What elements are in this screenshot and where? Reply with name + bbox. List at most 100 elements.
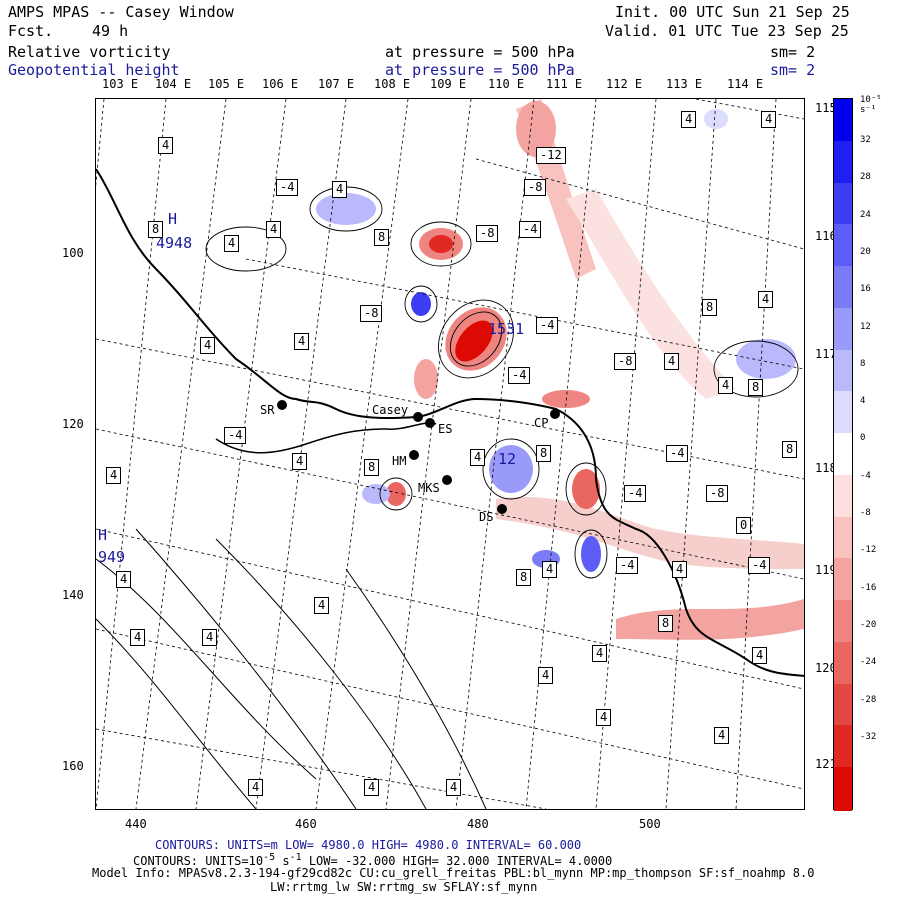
forecast-label: Fcst. xyxy=(8,22,54,40)
contour-value-label: -4 xyxy=(616,557,639,574)
station-dot-mks xyxy=(442,475,452,485)
shading-red-core-6 xyxy=(386,482,406,506)
contour-value-label: 4 xyxy=(538,667,554,684)
footer-line2-prefix: CONTOURS: UNITS=10 xyxy=(133,854,264,868)
colorbar-swatch xyxy=(834,474,852,519)
contour-value-label: 4 xyxy=(542,561,558,578)
contour-value-label: -12 xyxy=(536,147,566,164)
contour-value-label: 4 xyxy=(681,111,697,128)
station-label-es: ES xyxy=(438,422,453,436)
contour-value-label: 4 xyxy=(596,709,612,726)
x-tick-label: 460 xyxy=(295,817,317,831)
footer-line2-sup: -5 xyxy=(263,852,276,863)
contour-value-label: 4 xyxy=(714,727,730,744)
contour-value-label: 4 xyxy=(446,779,462,796)
colorbar-label: -4 xyxy=(860,470,871,481)
contour-value-label: 4 xyxy=(248,779,264,796)
field-1-level: at pressure = 500 hPa xyxy=(385,43,575,61)
colorbar-label: 32 xyxy=(860,135,871,145)
station-dots xyxy=(277,400,560,514)
station-label-mks: MKS xyxy=(418,481,440,495)
station-dot-ds xyxy=(497,504,507,514)
shading-blue-core-8 xyxy=(704,109,728,129)
lon-top-label: 104 E xyxy=(155,77,192,91)
colorbar-swatch xyxy=(834,516,852,561)
y-tick-label: 120 xyxy=(62,417,84,431)
contour-value-label: -4 xyxy=(536,317,559,334)
contour-value-label: 4 xyxy=(314,597,330,614)
shading-blue-core-7 xyxy=(362,484,390,504)
shading-blue-core-2 xyxy=(489,445,533,493)
shading-red-core-4 xyxy=(542,390,590,408)
contour-value-label: 4 xyxy=(106,467,122,484)
high-mark-2: H xyxy=(98,526,108,544)
station-dot-cp xyxy=(550,409,560,419)
colorbar-swatch xyxy=(834,307,852,352)
colorbar-label: -32 xyxy=(860,731,877,742)
x-tick-label: 500 xyxy=(639,817,661,831)
colorbar-swatch xyxy=(834,391,852,436)
colorbar-label: 16 xyxy=(860,284,871,295)
contour-value-label: 4 xyxy=(266,221,282,238)
footer-line2-rest: LOW= -32.000 HIGH= 32.000 INTERVAL= 4.00… xyxy=(301,854,613,868)
footer-line2-mid: s xyxy=(275,854,290,868)
colorbar-swatch xyxy=(834,433,852,477)
colorbar-unit: 10⁻⁵ s⁻¹ xyxy=(860,95,882,115)
station-label-hm: HM xyxy=(392,454,407,468)
lon-top-label: 114 E xyxy=(727,77,764,91)
colorbar-label: 8 xyxy=(860,358,866,369)
contour-value-label: -8 xyxy=(524,179,547,196)
contour-value-label: -4 xyxy=(519,221,542,238)
contour-value-label: 4 xyxy=(332,181,348,198)
footer-model-info: Model Info: MPASv8.2.3-194-gf29cd82c CU:… xyxy=(92,866,815,880)
shading-red-core-2-inner xyxy=(455,320,493,362)
contour-value-label: 4 xyxy=(130,629,146,646)
station-dot-sr xyxy=(277,400,287,410)
contour-value-label: 8 xyxy=(702,299,718,316)
contour-value-label: -8 xyxy=(614,353,637,370)
contour-value-label: -4 xyxy=(508,367,531,384)
contour-value-label: 8 xyxy=(748,379,764,396)
contour-value-label: 8 xyxy=(148,221,164,238)
colorbar xyxy=(833,98,853,812)
lon-top-label: 110 E xyxy=(488,77,525,91)
colorbar-label: 20 xyxy=(860,246,871,257)
shading-east-band xyxy=(616,599,804,640)
station-dot-es xyxy=(425,418,435,428)
high-value-1: 4948 xyxy=(156,234,193,252)
high-mark-1: H xyxy=(168,210,178,228)
vorticity-contours xyxy=(205,186,799,579)
contour-value-label: 4 xyxy=(292,453,308,470)
colorbar-label: 12 xyxy=(860,321,871,332)
contour-value-label: -8 xyxy=(360,305,383,322)
center-value-2: 12 xyxy=(498,450,517,468)
lon-top-label: 103 E xyxy=(102,77,139,91)
y-tick-label: 140 xyxy=(62,588,84,602)
shading-blue-core-6 xyxy=(736,339,796,379)
contour-value-label: 4 xyxy=(761,111,777,128)
contour-value-label: 4 xyxy=(470,449,486,466)
forecast-hour: 49 h xyxy=(92,22,129,40)
station-dot-hm xyxy=(409,450,419,460)
colorbar-swatch xyxy=(834,224,852,269)
colorbar-swatch xyxy=(834,140,852,185)
field-2-name: Geopotential height xyxy=(8,61,180,79)
station-dot-casey xyxy=(413,412,423,422)
colorbar-label: 28 xyxy=(860,172,871,183)
contour-value-label: -4 xyxy=(666,445,689,462)
shading-coastal-band xyxy=(496,496,804,569)
contour-value-label: -8 xyxy=(476,225,499,242)
contour-value-label: 4 xyxy=(200,337,216,354)
footer-contours-vorticity: CONTOURS: UNITS=10-5 s-1 LOW= -32.000 HI… xyxy=(133,852,612,868)
station-label-sr: SR xyxy=(260,403,275,417)
contour-value-label: 8 xyxy=(536,445,552,462)
contour-value-label: -4 xyxy=(224,427,247,444)
contour-value-label: 4 xyxy=(364,779,380,796)
contour-value-label: 4 xyxy=(158,137,174,154)
colorbar-swatch xyxy=(834,349,852,394)
colorbar-swatch xyxy=(834,683,852,728)
y-tick-label: 100 xyxy=(62,246,84,260)
station-label-cp: CP xyxy=(534,416,549,430)
shading-red-core-5 xyxy=(414,359,438,399)
lon-top-label: 113 E xyxy=(666,77,703,91)
